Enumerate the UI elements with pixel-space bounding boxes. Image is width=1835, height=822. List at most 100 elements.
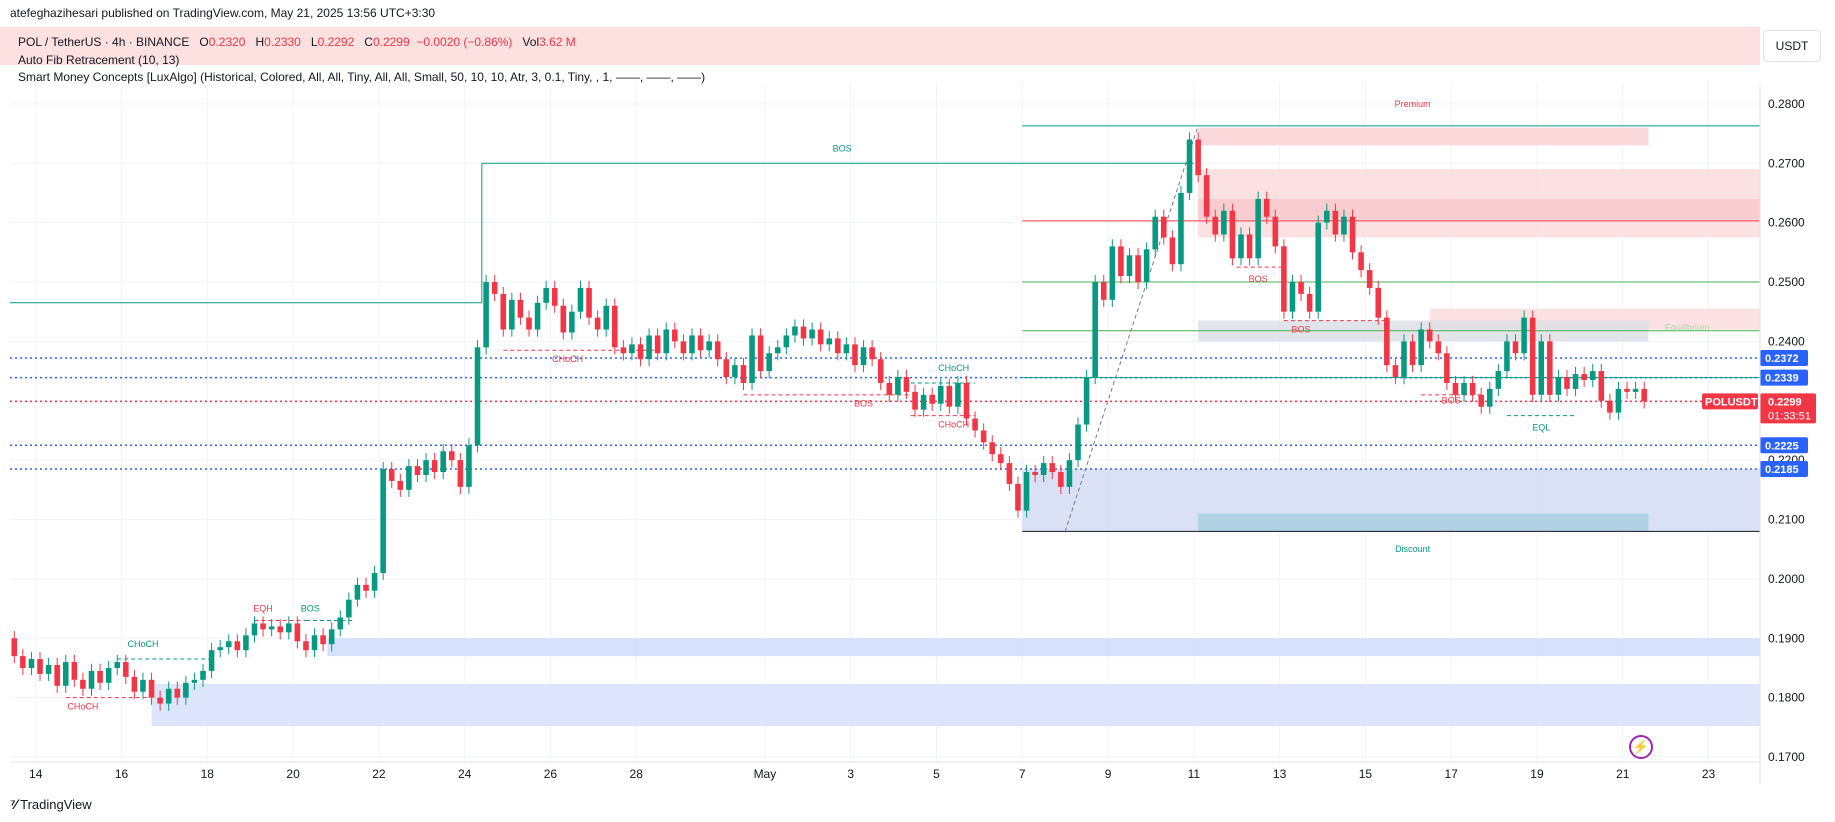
candle-body xyxy=(689,335,695,354)
candle-body xyxy=(1126,255,1133,277)
candle-body xyxy=(1615,388,1622,413)
high-value: 0.2330 xyxy=(264,35,301,49)
candle-body xyxy=(406,466,412,490)
candle-body xyxy=(672,329,678,342)
smc-label: BOS xyxy=(301,604,320,614)
candle-body xyxy=(54,664,60,686)
candle-body xyxy=(1392,365,1399,378)
candle-body xyxy=(1435,341,1442,354)
candle-body xyxy=(183,682,189,698)
candle-body xyxy=(277,626,284,633)
currency-button[interactable]: USDT xyxy=(1763,30,1821,62)
candle-body xyxy=(1452,382,1459,395)
tradingview-wordmark: TradingView xyxy=(20,796,92,812)
candle-body xyxy=(1152,216,1159,250)
candle-body xyxy=(912,391,918,410)
candle-body xyxy=(474,347,481,446)
y-tick-label: 0.2800 xyxy=(1768,97,1805,111)
candle-body xyxy=(774,347,781,354)
candle-body xyxy=(1538,341,1545,395)
candle-body xyxy=(1358,252,1364,271)
candle-body xyxy=(577,287,584,312)
price-marker xyxy=(1760,350,1808,367)
candle-body xyxy=(286,623,292,633)
candle-body xyxy=(1444,353,1450,383)
candle-body xyxy=(1521,317,1527,354)
price-marker-label: 0.2185 xyxy=(1765,464,1799,476)
tradingview-logo[interactable]: ⁷⁄ TradingView xyxy=(10,796,92,812)
candle-body xyxy=(354,584,361,600)
candle-body xyxy=(1426,329,1433,342)
candle-body xyxy=(895,377,901,395)
candle-body xyxy=(1109,246,1116,300)
candle-body xyxy=(611,305,618,348)
x-tick-label: 24 xyxy=(458,767,472,781)
x-tick-label: 5 xyxy=(933,767,940,781)
candle-body xyxy=(1547,341,1553,395)
smc-label: BOS xyxy=(854,399,873,409)
candle-body xyxy=(1092,282,1098,378)
symbol-price-tag xyxy=(1702,393,1758,410)
candle-body xyxy=(766,353,772,372)
candle-body xyxy=(1049,463,1056,473)
candle-body xyxy=(792,326,798,336)
candle-body xyxy=(388,469,395,481)
candle-body xyxy=(1349,216,1356,253)
candle-body xyxy=(1607,400,1613,413)
y-tick-label: 0.1700 xyxy=(1768,750,1805,764)
candle-body xyxy=(123,662,129,677)
fib-indicator-label[interactable]: Auto Fib Retracement (10, 13) xyxy=(18,53,180,67)
price-marker-label: 0.2225 xyxy=(1765,440,1799,452)
candle-body xyxy=(800,326,807,339)
last-price-marker xyxy=(1760,393,1816,424)
candle-body xyxy=(491,282,498,294)
tradingview-mark-icon: ⁷⁄ xyxy=(10,796,17,812)
candle-body xyxy=(431,460,438,473)
candle-body xyxy=(551,287,558,306)
candle-body xyxy=(260,623,266,630)
candle-body xyxy=(757,335,764,372)
candle-body xyxy=(706,341,712,351)
candle-body xyxy=(980,430,987,443)
candle-body xyxy=(1324,210,1330,223)
price-marker xyxy=(1760,461,1808,478)
candle-body xyxy=(1632,388,1639,392)
candle-body xyxy=(620,347,627,354)
candle-body xyxy=(62,662,69,686)
candle-body xyxy=(363,584,369,591)
candle-body xyxy=(1143,249,1150,283)
candle-body xyxy=(11,638,18,657)
x-tick-label: 11 xyxy=(1188,767,1201,781)
candle-body xyxy=(1255,198,1261,259)
candle-body xyxy=(946,385,953,407)
candle-body xyxy=(637,344,644,360)
smc-zone xyxy=(151,683,1761,727)
candle-body xyxy=(1598,371,1605,401)
smc-label: CHoCH xyxy=(938,363,969,373)
candle-body xyxy=(397,480,404,490)
y-tick-label: 0.2400 xyxy=(1768,334,1805,348)
candle-body xyxy=(586,287,592,318)
candle-body xyxy=(1203,175,1210,217)
smc-label: Discount xyxy=(1395,544,1431,554)
lightning-icon[interactable]: ⚡ xyxy=(1629,735,1653,759)
candle-body xyxy=(1066,460,1073,487)
candle-body xyxy=(646,335,652,360)
candle-body xyxy=(1006,463,1013,484)
change-value: −0.0020 (−0.86%) xyxy=(416,35,513,49)
candle-body xyxy=(680,341,687,354)
x-tick-label: 15 xyxy=(1359,767,1373,781)
open-label: O xyxy=(199,35,209,49)
candle-body xyxy=(1246,234,1253,259)
smc-label: CHoCH xyxy=(67,702,98,712)
candle-body xyxy=(963,382,970,419)
candle-body xyxy=(1100,282,1107,300)
smc-indicator-label[interactable]: Smart Money Concepts [LuxAlgo] (Historic… xyxy=(18,70,706,84)
candle-body xyxy=(1572,374,1579,389)
symbol-title[interactable]: POL / TetherUS · 4h · BINANCE xyxy=(18,35,190,49)
candle-body xyxy=(1409,341,1416,366)
candle-body xyxy=(663,329,670,354)
candle-body xyxy=(517,299,524,318)
x-tick-label: 17 xyxy=(1444,767,1458,781)
